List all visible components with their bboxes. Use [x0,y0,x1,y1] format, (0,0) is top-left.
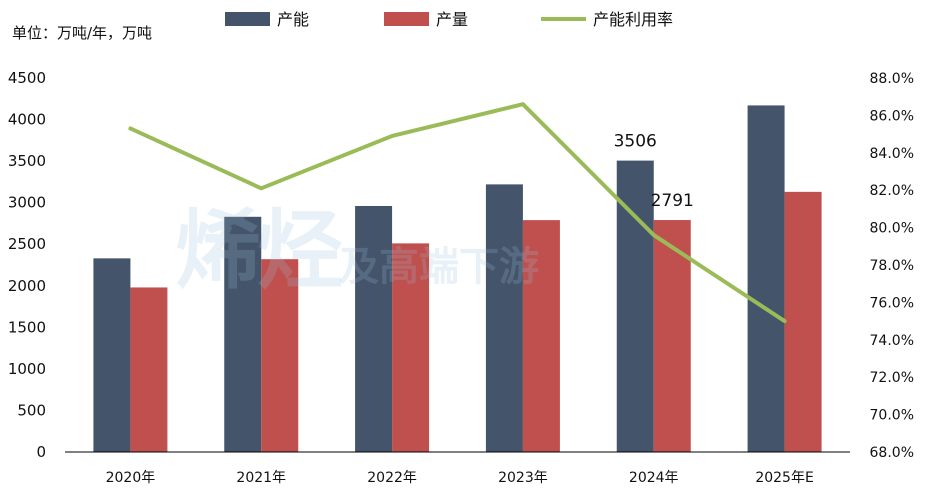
y-left-tick-label: 2500 [8,235,46,253]
x-tick-label: 2023年 [498,470,548,486]
y-right-tick-label: 70.0% [870,408,914,424]
bar-capacity [93,258,131,452]
y-right-tick-label: 82.0% [870,183,914,199]
line-utilization [128,102,787,324]
legend-label-capacity: 产能 [277,10,309,29]
y-left-tick-label: 1500 [8,318,46,336]
x-tick-label: 2021年 [236,470,286,486]
bar-output [784,191,822,452]
y-left-tick-label: 1000 [8,360,46,378]
data-label: 3506 [614,132,657,152]
data-label: 2791 [651,191,694,211]
y-right-tick-label: 68.0% [870,445,914,461]
legend-swatch-capacity [225,12,270,26]
y-right-tick-label: 80.0% [870,221,914,237]
legend-label-utilization: 产能利用率 [593,10,673,29]
bar-capacity [485,184,523,453]
y-left-tick-label: 500 [17,401,46,419]
y-right-tick-label: 72.0% [870,370,914,386]
bar-output [130,287,168,452]
y-left-tick-label: 3000 [8,194,46,212]
unit-label: 单位：万吨/年，万吨 [12,24,153,42]
y-right-tick-label: 88.0% [870,71,914,87]
y-right-tick-label: 78.0% [870,258,914,274]
y-right-tick-label: 86.0% [870,108,914,124]
legend-label-output: 产量 [436,10,468,29]
bar-output [261,259,299,452]
y-right-tick-label: 74.0% [870,333,914,349]
x-tick-label: 2020年 [106,470,156,486]
bar-output [653,220,691,452]
legend-swatch-output [384,12,429,26]
bar-capacity [747,105,785,452]
y-right-tick-label: 76.0% [870,295,914,311]
y-left-tick-label: 4500 [8,69,46,87]
y-right-tick-label: 84.0% [870,146,914,162]
bar-capacity [355,205,393,452]
bar-output [522,220,560,452]
x-tick-label: 2025年E [755,470,813,486]
x-tick-label: 2024年 [629,470,679,486]
bar-output [392,243,430,452]
y-left-tick-label: 0 [36,443,46,461]
y-left-tick-label: 2000 [8,277,46,295]
x-tick-label: 2022年 [367,470,417,486]
y-left-tick-label: 3500 [8,152,46,170]
bar-capacity [616,160,654,453]
bar-capacity [224,216,262,452]
y-left-tick-label: 4000 [8,111,46,129]
